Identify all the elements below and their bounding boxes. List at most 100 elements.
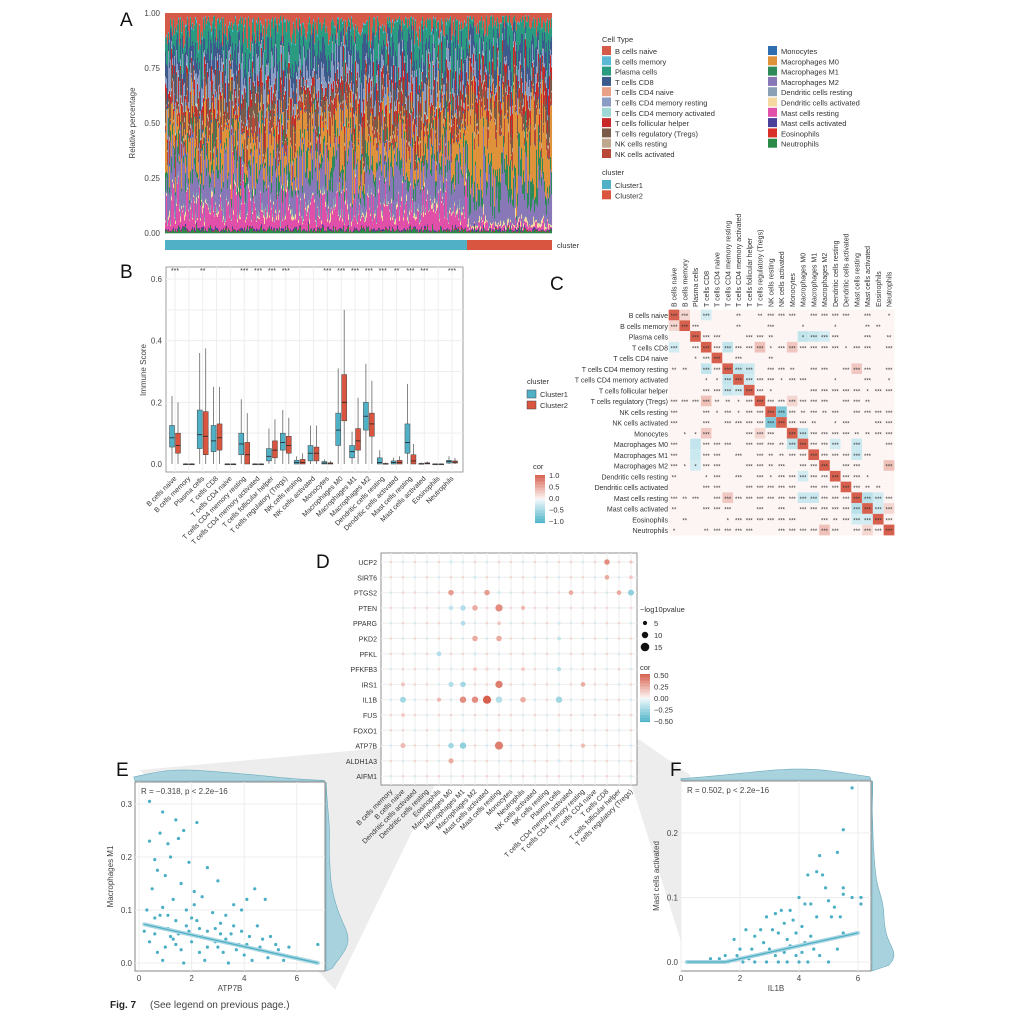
a-bar-segment (242, 18, 244, 33)
a-bar-segment (300, 26, 302, 47)
a-bar-segment (394, 65, 396, 102)
a-bar-segment (389, 140, 391, 143)
a-bar-segment (263, 52, 265, 104)
a-bar-segment (263, 162, 265, 165)
a-bar-segment (399, 230, 401, 233)
a-bar-segment (240, 116, 242, 157)
a-ytick-label: 0.25 (144, 174, 160, 183)
a-bar-segment (249, 13, 251, 27)
a-bar-segment (352, 220, 354, 222)
a-bar-segment (346, 231, 348, 234)
a-bar-segment (222, 88, 224, 90)
a-bar-segment (321, 62, 323, 83)
a-bar-segment (341, 122, 343, 124)
a-bar-segment (223, 13, 225, 18)
a-bar-segment (323, 185, 325, 195)
a-bar-segment (217, 110, 219, 114)
a-bar-segment (378, 26, 380, 45)
a-bar-segment (383, 201, 385, 205)
a-bar-segment (297, 71, 299, 77)
a-bar-segment (166, 105, 168, 109)
a-bar-segment (310, 13, 312, 25)
a-bar-segment (359, 13, 361, 35)
a-bar-segment (206, 54, 208, 85)
a-bar-segment (353, 45, 355, 85)
a-bar-segment (400, 206, 402, 207)
a-bar-segment (182, 35, 184, 55)
a-bar-segment (228, 128, 230, 130)
a-bar-segment (226, 228, 228, 230)
a-bar-segment (365, 59, 367, 61)
a-bar-segment (236, 118, 238, 120)
a-bar-segment (288, 163, 290, 192)
a-bar-segment (260, 86, 262, 103)
a-bar-segment (211, 191, 213, 198)
a-bar-segment (245, 94, 247, 118)
a-bar-segment (243, 98, 245, 108)
a-bar-segment (199, 181, 201, 187)
a-bar-segment (380, 203, 382, 205)
a-bar-segment (210, 225, 212, 227)
a-bar-segment (306, 66, 308, 80)
a-bar-segment (282, 141, 284, 143)
a-bar-segment (168, 229, 170, 232)
a-bar-segment (298, 114, 300, 120)
a-bar-segment (376, 31, 378, 60)
a-bar-segment (375, 83, 377, 101)
a-bar-segment (312, 13, 314, 25)
a-bar-segment (173, 188, 175, 228)
a-bar-segment (322, 37, 324, 69)
a-bar-segment (239, 212, 241, 216)
a-bar-segment (193, 132, 195, 193)
a-bar-segment (263, 27, 265, 40)
a-bar-segment (275, 231, 277, 232)
a-bar-segment (200, 44, 202, 89)
a-bar-segment (384, 206, 386, 231)
a-bar-segment (202, 144, 204, 151)
a-bar-segment (240, 155, 242, 157)
a-bar-segment (271, 86, 273, 88)
a-bar-segment (324, 193, 326, 232)
a-bar-segment (360, 185, 362, 187)
a-bar-segment (279, 212, 281, 228)
a-bar-segment (341, 17, 343, 20)
a-bar-segment (188, 178, 190, 184)
a-bar-segment (245, 19, 247, 54)
a-bar-segment (354, 128, 356, 129)
a-bar-segment (181, 33, 183, 75)
a-bar-segment (238, 188, 240, 192)
a-bar-segment (349, 87, 351, 93)
a-bar-segment (239, 41, 241, 63)
a-bar-segment (221, 18, 223, 43)
a-bar-segment (230, 54, 232, 57)
a-bar-segment (234, 159, 236, 175)
a-bar-segment (300, 138, 302, 198)
a-bar-segment (245, 220, 247, 223)
a-bar-segment (374, 213, 376, 219)
a-bar-segment (307, 130, 309, 148)
a-bar-segment (208, 97, 210, 98)
a-bar-segment (191, 51, 193, 57)
a-bar-segment (392, 123, 394, 125)
a-bar-segment (280, 15, 282, 42)
a-bar-segment (229, 130, 231, 139)
a-bar-segment (359, 189, 361, 203)
a-bar-segment (375, 116, 377, 120)
a-bar-segment (229, 229, 231, 231)
a-bar-segment (354, 227, 356, 231)
a-bar-segment (374, 116, 376, 121)
a-bar-segment (281, 60, 283, 81)
a-bar-segment (290, 214, 292, 230)
a-bar-segment (293, 109, 295, 126)
a-bar-segment (397, 82, 399, 89)
a-bar-segment (205, 83, 207, 86)
a-bar-segment (177, 125, 179, 148)
a-bar-segment (240, 228, 242, 231)
a-bar-segment (313, 13, 315, 20)
a-bar-segment (273, 28, 275, 29)
a-bar-segment (192, 219, 194, 228)
a-bar-segment (215, 94, 217, 98)
a-bar-segment (352, 231, 354, 233)
a-bar-segment (239, 197, 241, 213)
a-bar-segment (280, 41, 282, 46)
